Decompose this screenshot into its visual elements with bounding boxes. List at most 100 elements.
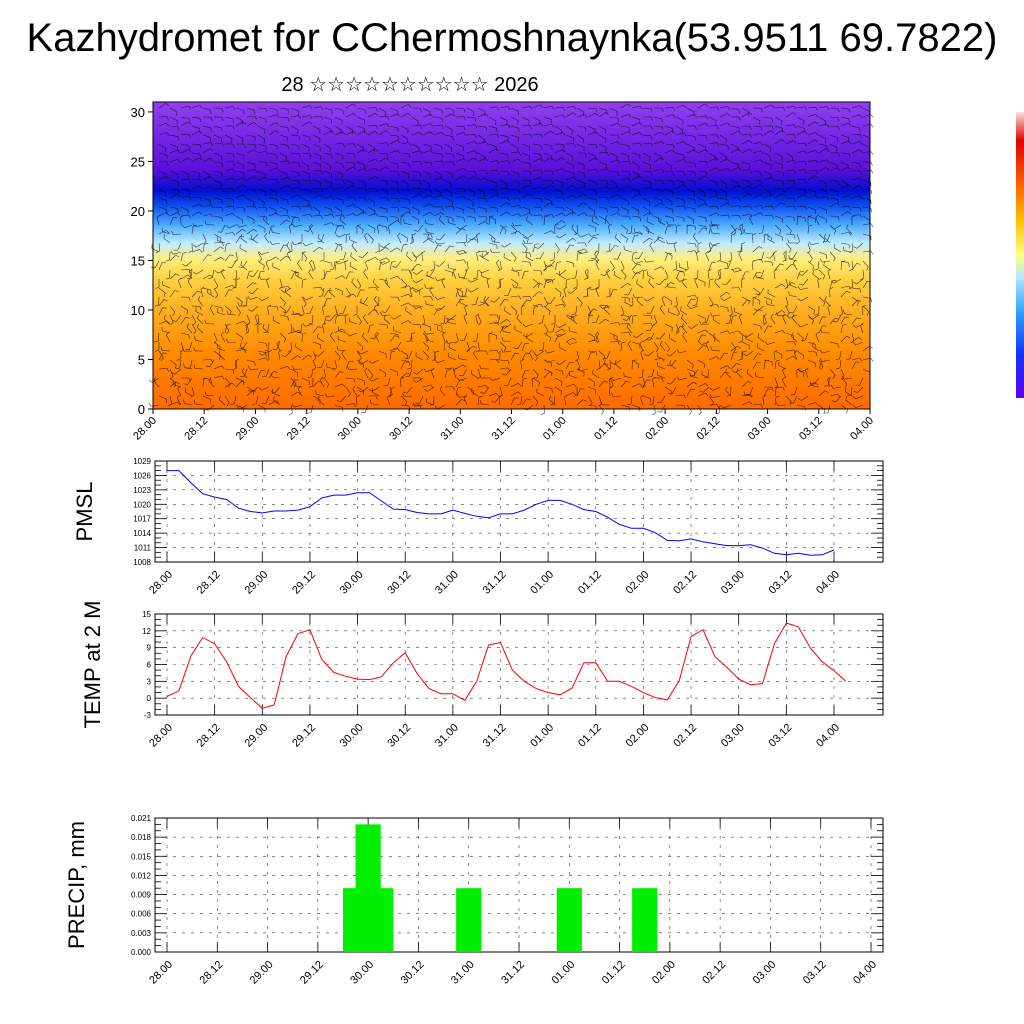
wind-barb: [254, 316, 259, 325]
wind-barb-flag: [338, 356, 341, 361]
wind-barb-flag: [682, 331, 686, 336]
wind-barb: [851, 177, 860, 181]
wind-barb: [279, 197, 288, 201]
wind-barb: [762, 316, 765, 325]
wind-barb: [253, 269, 259, 277]
wind-barb: [323, 206, 332, 210]
wind-barb-flag: [645, 329, 651, 332]
wind-barb-flag: [643, 269, 648, 272]
wind-barb: [708, 332, 716, 339]
wind-barb: [697, 161, 706, 163]
wind-barb-flag: [776, 401, 779, 406]
wind-barb-flag: [584, 242, 587, 247]
wind-barb: [510, 305, 518, 312]
wind-barb-flag: [826, 167, 830, 171]
wind-barb-flag: [413, 255, 418, 258]
wind-barb: [224, 289, 229, 298]
wind-barb-flag: [397, 207, 400, 212]
wind-barb: [213, 246, 221, 253]
wind-barb-flag: [771, 177, 775, 181]
wind-barb: [290, 379, 295, 388]
wind-barb: [343, 251, 347, 260]
wind-barb: [323, 152, 332, 156]
wind-barb: [745, 338, 754, 343]
x-tick-label: 28.00: [147, 722, 175, 750]
wind-barb-flag: [286, 241, 290, 246]
wind-barb-flag: [843, 309, 845, 314]
wind-barb: [686, 161, 695, 164]
wind-barb-flag: [540, 134, 544, 138]
wind-barb: [796, 194, 805, 199]
wind-barb-flag: [375, 125, 379, 129]
wind-barb-flag: [311, 268, 316, 272]
wind-barb-flag: [582, 399, 587, 402]
wind-barb: [177, 388, 182, 397]
wind-barb: [180, 274, 189, 280]
wind-barb-flag: [535, 257, 540, 260]
wind-barb: [438, 260, 446, 267]
wind-barb: [631, 383, 640, 388]
wind-barb-flag: [375, 250, 380, 253]
wind-barb-flag: [526, 216, 528, 221]
wind-barb: [653, 202, 662, 208]
wind-barb-flag: [241, 120, 244, 126]
wind-barb-flag: [475, 313, 479, 317]
wind-barb: [383, 242, 391, 248]
wind-barb: [627, 343, 633, 352]
wind-barb: [576, 296, 583, 304]
wind-barb: [844, 313, 853, 316]
wind-barb-flag: [690, 298, 696, 301]
wind-barb: [664, 161, 672, 167]
wind-barb: [444, 269, 453, 273]
wind-barb: [575, 269, 578, 278]
wind-barb: [262, 350, 270, 356]
wind-barb-flag: [738, 109, 740, 114]
wind-barb: [653, 168, 662, 172]
wind-barb: [782, 316, 787, 325]
wind-barb-flag: [430, 367, 435, 371]
wind-barb-flag: [273, 371, 278, 373]
wind-barb: [609, 289, 614, 298]
wind-barb-flag: [171, 230, 174, 235]
wind-barb: [763, 296, 772, 301]
wind-barb-flag: [456, 377, 460, 381]
wind-barb-flag: [612, 267, 615, 272]
wind-barb: [312, 359, 317, 368]
wind-barb-flag: [166, 368, 170, 372]
wind-barb: [184, 366, 193, 370]
x-tick-label: 29.00: [242, 569, 270, 597]
wind-barb: [725, 278, 732, 286]
wind-barb: [400, 211, 408, 217]
wind-barb-flag: [243, 177, 247, 182]
wind-barb-flag: [154, 340, 159, 343]
wind-barb: [712, 314, 721, 317]
wind-barb-flag: [265, 343, 268, 348]
wind-barb: [242, 341, 248, 349]
wind-barb: [563, 289, 567, 298]
wind-barb-flag: [419, 161, 422, 166]
wind-barb-flag: [836, 367, 841, 370]
wind-barb: [279, 116, 288, 119]
wind-barb-flag: [861, 304, 866, 308]
wind-barb-flag: [177, 181, 180, 186]
wind-barb: [598, 404, 604, 412]
wind-barb: [613, 338, 622, 343]
wind-barb: [345, 287, 351, 295]
wind-barb-flag: [760, 159, 764, 163]
wind-barb: [202, 148, 210, 154]
wind-barb: [345, 184, 354, 190]
wind-barb: [224, 177, 233, 181]
wind-barb-flag: [228, 383, 231, 388]
wind-barb: [213, 233, 222, 239]
wind-barb: [785, 105, 794, 109]
y-tick-label: 0: [147, 694, 152, 703]
wind-barb-flag: [257, 323, 262, 326]
wind-barb: [312, 152, 321, 156]
wind-barb-flag: [789, 312, 794, 314]
wind-barb: [437, 296, 446, 300]
wind-barb: [411, 161, 420, 163]
wind-barb-flag: [331, 196, 335, 201]
wind-barb-flag: [814, 121, 819, 125]
wind-barb: [807, 188, 816, 193]
wind-barb-flag: [727, 365, 731, 369]
